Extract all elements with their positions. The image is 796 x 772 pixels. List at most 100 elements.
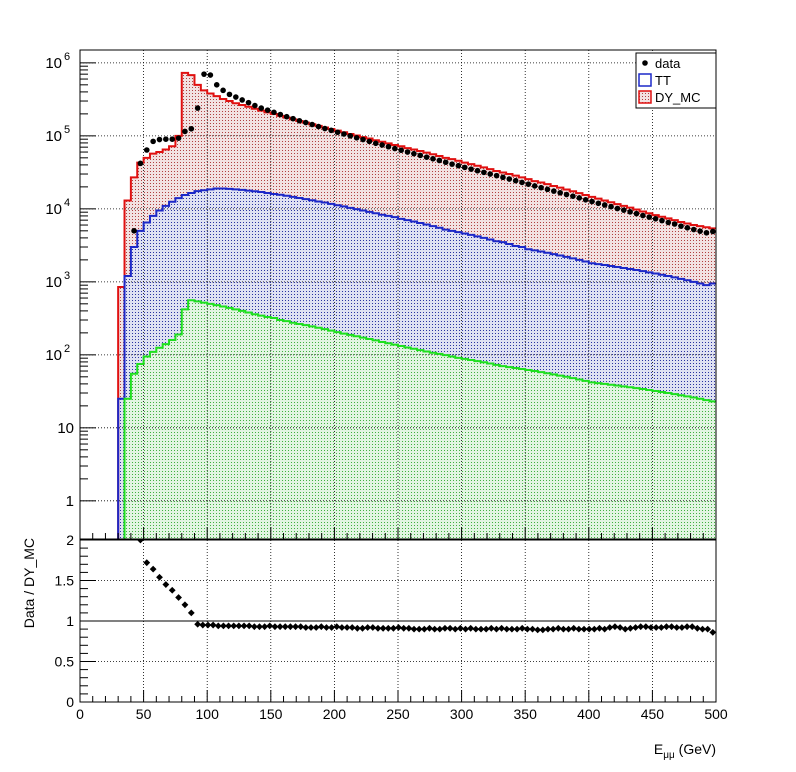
ratio-point xyxy=(297,623,305,631)
ratio-point xyxy=(493,625,500,633)
ratio-x-tick-label: 400 xyxy=(577,706,601,722)
ratio-point xyxy=(156,573,163,581)
ratio-x-tick-label: 0 xyxy=(76,706,84,722)
data-point xyxy=(398,147,404,154)
ratio-point xyxy=(441,624,449,632)
ratio-point xyxy=(369,624,377,631)
data-point xyxy=(226,91,233,98)
ratio-point xyxy=(709,628,716,636)
data-point xyxy=(302,119,309,126)
data-point xyxy=(417,152,424,159)
data-point xyxy=(519,179,525,186)
ratio-point xyxy=(549,625,557,633)
ratio-point xyxy=(276,623,284,631)
data-point xyxy=(264,107,271,113)
data-point xyxy=(589,198,595,205)
ratio-point xyxy=(194,620,202,628)
ratio-point xyxy=(575,625,583,633)
data-point xyxy=(366,138,373,145)
data-point xyxy=(411,150,417,157)
data-point xyxy=(283,113,290,120)
top-y-tick-exponent: 3 xyxy=(64,270,70,282)
ratio-point xyxy=(462,625,469,633)
data-point xyxy=(678,223,684,229)
ratio-point xyxy=(312,624,320,631)
ratio-point xyxy=(606,624,614,631)
ratio-point xyxy=(436,625,444,633)
data-point xyxy=(665,219,672,226)
ratio-point xyxy=(271,623,279,631)
ratio-point xyxy=(642,623,650,631)
ratio-point xyxy=(632,624,639,631)
ratio-point xyxy=(245,622,253,630)
data-point xyxy=(525,181,532,187)
ratio-point xyxy=(199,621,207,629)
top-y-tick-label: 10 xyxy=(45,201,62,218)
ratio-point xyxy=(596,624,603,632)
data-point xyxy=(175,135,182,141)
ratio-point xyxy=(281,623,289,631)
legend-swatch-dy-mc xyxy=(638,90,652,104)
ratio-point xyxy=(256,623,263,631)
ratio-point xyxy=(498,624,506,632)
ratio-point xyxy=(668,623,676,631)
ratio-x-tick-label: 250 xyxy=(386,706,410,722)
ratio-point xyxy=(565,625,572,633)
ratio-point xyxy=(472,625,480,633)
ratio-point xyxy=(181,601,189,609)
data-point xyxy=(481,169,487,176)
ratio-point xyxy=(204,621,212,629)
ratio-x-tick-label: 500 xyxy=(704,706,728,722)
legend-label-tt: TT xyxy=(655,73,671,88)
data-point xyxy=(633,210,640,217)
ratio-point xyxy=(286,623,294,631)
legend-label-dy-mc: DY_MC xyxy=(655,90,701,105)
top-y-tick-label: 10 xyxy=(57,420,74,437)
data-point xyxy=(703,229,710,236)
top-y-tick-label: 10 xyxy=(45,55,62,72)
data-point xyxy=(512,177,519,184)
ratio-point xyxy=(657,624,665,631)
data-point xyxy=(601,202,608,208)
data-point xyxy=(544,186,551,193)
ratio-point xyxy=(699,625,706,633)
ratio-y-tick-label: 0 xyxy=(66,694,74,710)
ratio-point xyxy=(415,625,423,633)
ratio-point xyxy=(611,623,619,631)
ratio-point xyxy=(235,622,243,630)
data-point xyxy=(627,209,633,215)
ratio-points xyxy=(137,540,716,636)
data-point xyxy=(461,164,468,171)
x-axis-label-subscript: μμ xyxy=(663,750,675,761)
data-point xyxy=(684,225,691,231)
ratio-point xyxy=(261,623,269,631)
data-point xyxy=(131,228,137,234)
data-point xyxy=(442,159,449,166)
data-point xyxy=(385,143,392,150)
data-point xyxy=(379,142,385,148)
data-point xyxy=(468,166,474,172)
ratio-point xyxy=(162,581,170,588)
data-point xyxy=(474,167,481,174)
ratio-x-tick-label: 300 xyxy=(450,706,474,722)
ratio-point xyxy=(209,621,217,629)
top-y-tick-label: 10 xyxy=(45,347,62,364)
data-point xyxy=(487,171,494,177)
ratio-point xyxy=(292,623,299,631)
data-point xyxy=(538,184,544,191)
dy-mc-line xyxy=(117,71,716,539)
ratio-point xyxy=(446,624,454,632)
tt-line xyxy=(117,187,716,539)
data-point xyxy=(551,188,557,194)
ratio-point xyxy=(683,623,691,631)
top-y-tick-label: 10 xyxy=(45,128,62,145)
ratio-point xyxy=(143,559,151,567)
data-point xyxy=(563,191,570,198)
ratio-point xyxy=(477,625,485,633)
data-point xyxy=(652,216,659,222)
ratio-point xyxy=(317,623,325,631)
ratio-point xyxy=(431,625,439,633)
data-point xyxy=(150,138,156,145)
ratio-point xyxy=(554,624,562,632)
